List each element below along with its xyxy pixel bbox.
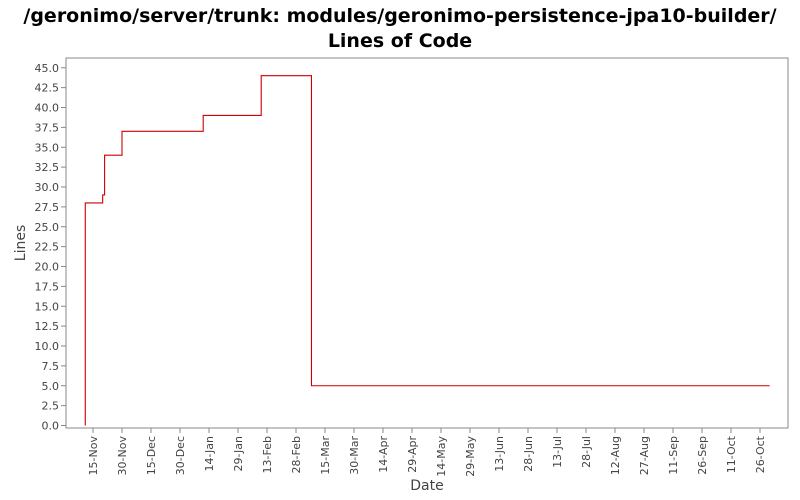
x-tick-label: 30-Dec [174,436,187,475]
plot-area [65,57,789,429]
x-tick-label: 11-Oct [725,435,738,473]
chart-title-line-2: Lines of Code [327,30,473,52]
x-tick-label: 15-Mar [319,436,332,475]
x-tick-label: 13-Feb [261,436,274,473]
y-tick-label: 37.5 [35,121,60,134]
y-tick-label: 40.0 [35,102,60,115]
x-tick-label: 26-Sep [696,436,709,475]
x-tick-label: 30-Mar [348,436,361,475]
x-tick-label: 11-Sep [667,436,680,475]
x-tick-label: 28-Jul [580,436,593,468]
y-tick-label: 22.5 [35,241,60,254]
series-lines [84,75,770,426]
x-tick-label: 28-Feb [290,436,303,473]
y-tick-label: 12.5 [35,320,60,333]
x-axis-label: Date [410,478,443,494]
y-tick-label: 25.0 [35,221,60,234]
x-tick-label: 13-Jun [493,436,506,472]
x-tick-label: 13-Jul [551,436,564,468]
chart-title-line-1: /geronimo/server/trunk: modules/geronimo… [23,5,777,27]
y-tick-label: 20.0 [35,261,60,274]
y-tick-label: 35.0 [35,141,60,154]
y-axis: 0.0 2.5 5.0 7.5 10.0 12.5 15.0 17.5 20.0 22.5 25.0… [35,62,66,433]
y-tick-label: 17.5 [35,280,60,293]
chart-title: /geronimo/server/trunk: modules/geronimo… [0,4,800,54]
x-tick-label: 12-Aug [609,436,622,475]
x-tick-label: 14-Jan [203,436,216,472]
y-tick-label: 42.5 [35,82,60,95]
y-tick-label: 0.0 [42,420,60,433]
x-tick-label: 28-Jun [522,436,535,472]
x-tick-label: 15-Nov [87,436,100,476]
x-tick-label: 14-May [435,436,448,477]
x-tick-label: 14-Apr [377,436,390,473]
x-tick-label: 26-Oct [754,435,767,473]
x-tick-label: 29-Apr [406,436,419,473]
y-tick-label: 27.5 [35,201,60,214]
y-tick-label: 10.0 [35,340,60,353]
y-axis-label: Lines [13,225,29,261]
y-tick-label: 5.0 [42,380,60,393]
y-tick-label: 7.5 [42,360,60,373]
y-tick-label: 30.0 [35,181,60,194]
y-tick-label: 32.5 [35,161,60,174]
x-tick-label: 29-Jan [232,436,245,472]
y-tick-label: 2.5 [42,400,60,413]
x-tick-label: 15-Dec [145,436,158,475]
x-tick-label: 30-Nov [116,436,129,476]
y-tick-label: 45.0 [35,62,60,75]
x-tick-label: 29-May [464,436,477,477]
x-tick-label: 27-Aug [638,436,651,475]
y-tick-label: 15.0 [35,300,60,313]
x-axis: 15-Nov 30-Nov 15-Dec 30-Dec 14-Jan 29-Jan 13-F… [87,428,767,477]
